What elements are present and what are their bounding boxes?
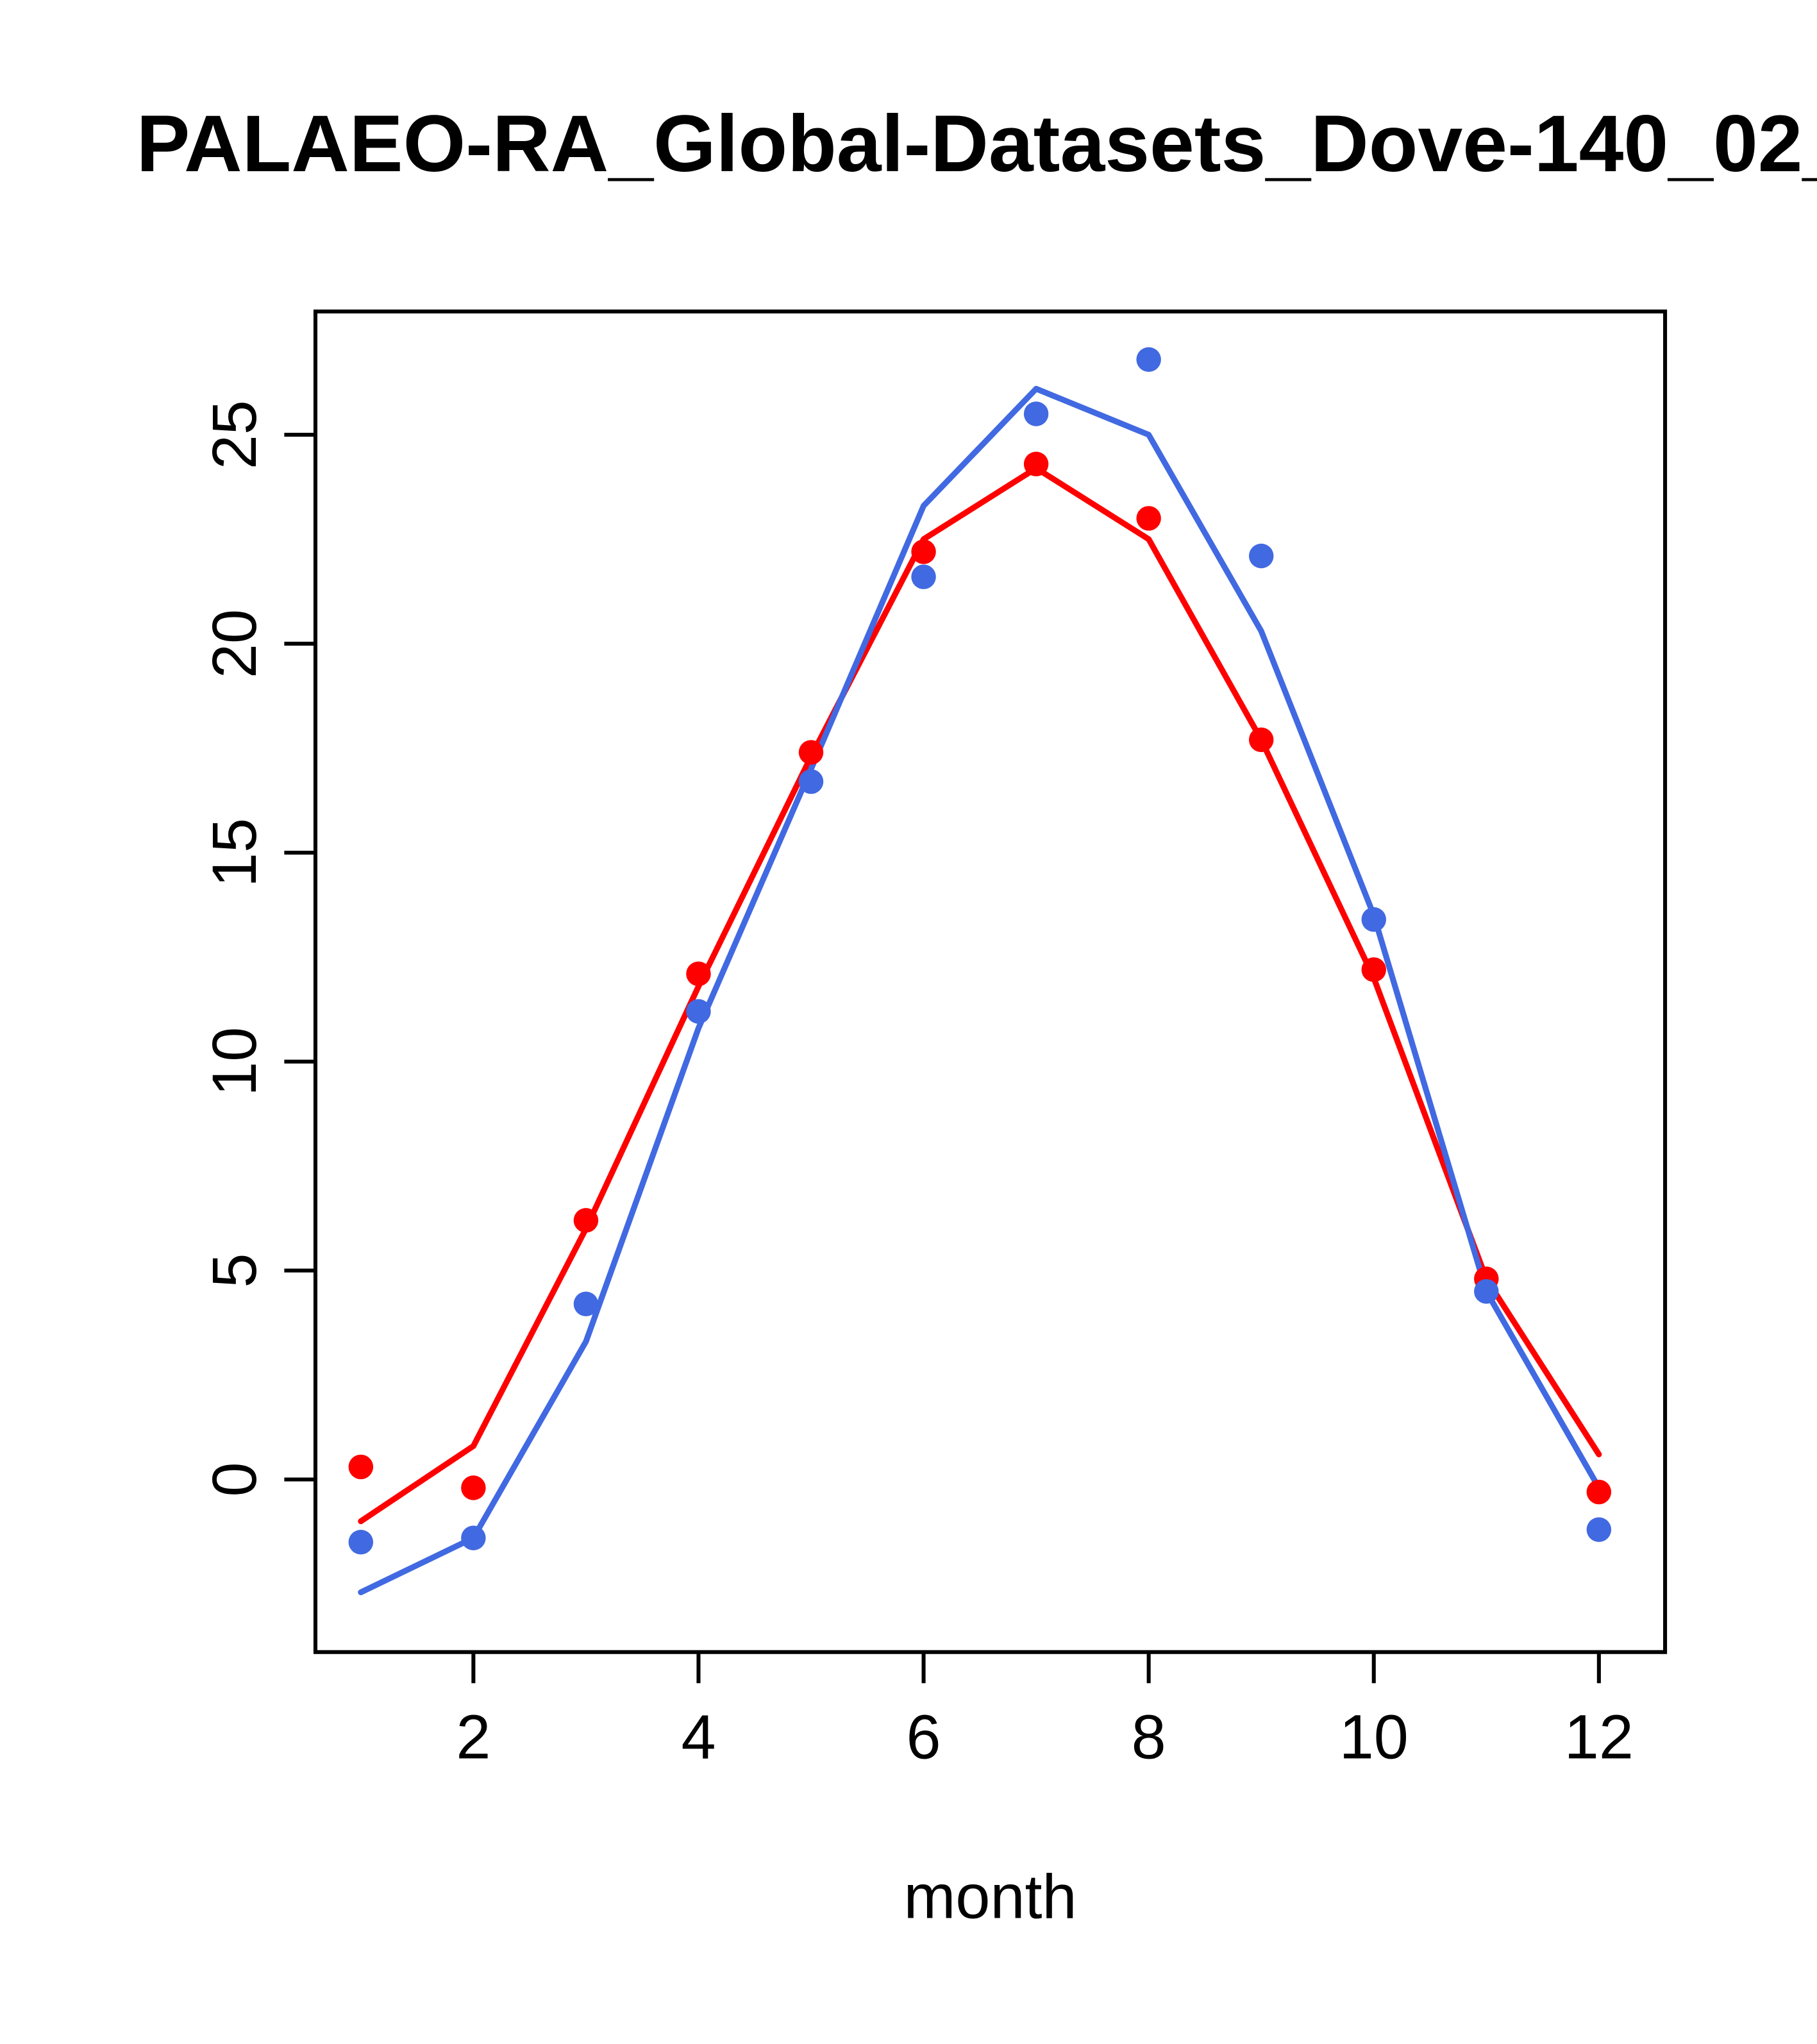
y-tick-label: 20 xyxy=(199,609,269,678)
series-line-red-line xyxy=(358,465,1602,1525)
data-point-red-points xyxy=(686,961,711,987)
data-point-red-points xyxy=(1586,1479,1612,1505)
x-tick-label: 6 xyxy=(907,1702,941,1772)
chart-title: PALAEO-RA_Global-Datasets_Dove-140_02_ta xyxy=(137,98,1817,188)
x-tick-label: 4 xyxy=(681,1702,716,1772)
data-point-blue-points xyxy=(1136,347,1161,372)
data-point-blue-points xyxy=(686,999,711,1024)
x-tick-label: 12 xyxy=(1564,1702,1634,1772)
data-point-blue-points xyxy=(798,769,824,794)
data-point-blue-points xyxy=(911,564,936,589)
data-point-red-points xyxy=(911,539,936,564)
x-axis-label: month xyxy=(904,1862,1077,1932)
data-point-red-points xyxy=(348,1454,374,1480)
data-point-red-points xyxy=(573,1208,599,1233)
y-axis-ticks: 0 5 10 15 20 25 xyxy=(199,400,315,1497)
x-tick-label: 2 xyxy=(456,1702,490,1772)
y-tick-label: 10 xyxy=(199,1027,269,1096)
data-point-red-points xyxy=(1136,506,1161,531)
series-line-blue-line xyxy=(358,385,1602,1596)
data-point-red-points xyxy=(1361,957,1386,982)
data-point-blue-points xyxy=(1474,1278,1499,1304)
data-point-blue-points xyxy=(348,1530,374,1555)
data-point-blue-points xyxy=(1248,543,1274,569)
x-tick-label: 10 xyxy=(1339,1702,1409,1772)
data-point-blue-points xyxy=(1586,1517,1612,1542)
data-point-blue-points xyxy=(461,1525,486,1550)
data-point-red-points xyxy=(1023,451,1049,476)
data-point-blue-points xyxy=(1361,907,1386,932)
series-layer xyxy=(348,347,1612,1596)
data-point-red-points xyxy=(1248,727,1274,753)
x-axis-ticks: 2 4 6 8 10 12 xyxy=(456,1652,1634,1772)
plot-area-border xyxy=(313,309,1668,1654)
data-point-blue-points xyxy=(573,1291,599,1316)
y-tick-label: 25 xyxy=(199,400,269,469)
y-tick-label: 5 xyxy=(199,1253,269,1288)
y-tick-label: 0 xyxy=(199,1462,269,1496)
data-point-blue-points xyxy=(1023,401,1049,426)
x-tick-label: 8 xyxy=(1132,1702,1166,1772)
y-tick-label: 15 xyxy=(199,818,269,887)
data-point-red-points xyxy=(461,1475,486,1500)
data-point-red-points xyxy=(798,740,824,765)
